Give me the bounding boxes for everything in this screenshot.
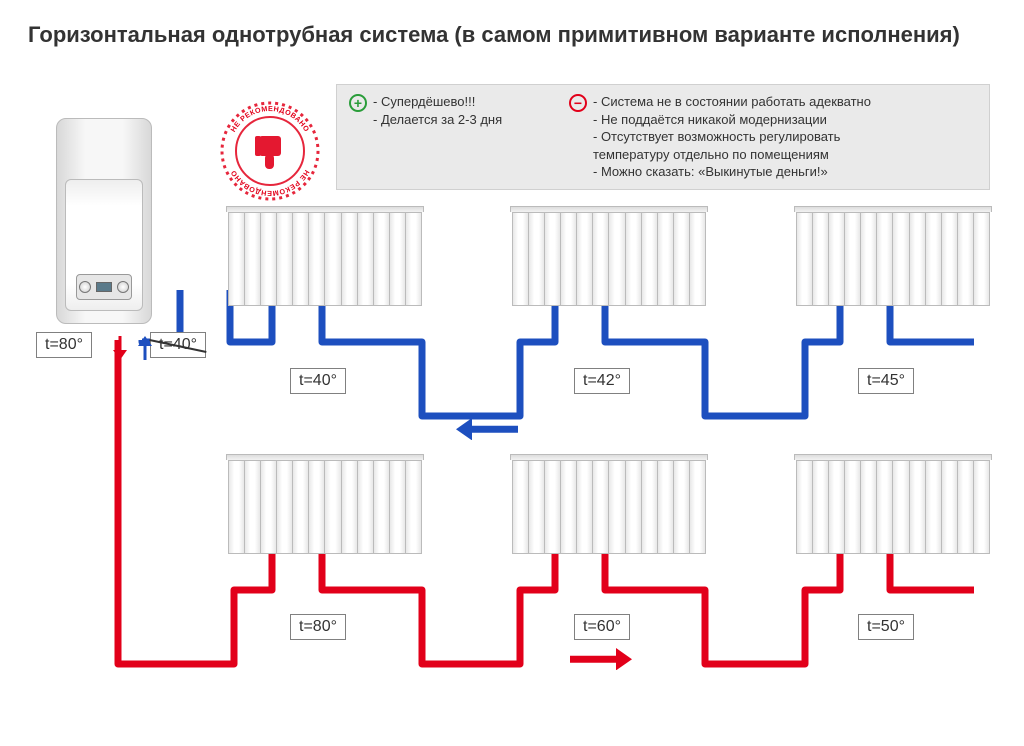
temperature-label: t=45° [858,368,914,394]
temperature-label: t=40° [150,332,206,358]
flow-arrow-icon [113,336,127,365]
temperature-label: t=80° [290,614,346,640]
temperature-label: t=80° [36,332,92,358]
temperature-label: t=60° [574,614,630,640]
temperature-label: t=50° [858,614,914,640]
radiator [512,206,706,306]
radiator [796,206,990,306]
radiator [512,454,706,554]
temperature-label: t=40° [290,368,346,394]
radiator [228,206,422,306]
flow-arrow-icon [456,418,518,445]
flow-arrow-icon [570,648,632,675]
radiator [228,454,422,554]
flow-arrow-icon [138,336,152,365]
temperature-label: t=42° [574,368,630,394]
radiator [796,454,990,554]
